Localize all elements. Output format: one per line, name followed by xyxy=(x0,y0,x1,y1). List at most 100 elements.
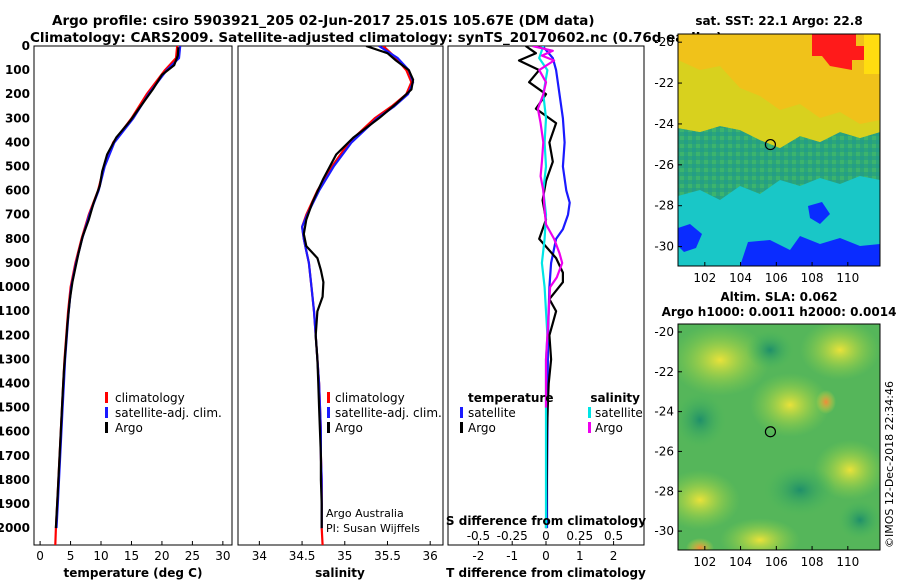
imos-timestamp: ©IMOS 12-Dec-2018 22:34:46 xyxy=(883,381,896,548)
difference-x-axis: -2 -1 0 1 2 xyxy=(472,541,617,563)
depth-tick-label: 1500 xyxy=(0,401,30,415)
depth-tick-label: 800 xyxy=(5,232,30,246)
depth-axis-labels: 0 100 200 300 400 500 600 700 800 900 1000 1100 1200… xyxy=(0,39,452,535)
x-tick-label: 0 xyxy=(36,549,44,563)
lat-tick-label: -22 xyxy=(654,76,674,90)
lon-tick-label: 106 xyxy=(765,555,788,569)
depth-tick-label: 200 xyxy=(5,87,30,101)
temperature-legend: climatology satellite-adj. clim. Argo xyxy=(105,391,222,435)
lon-tick-label: 104 xyxy=(729,555,752,569)
attribution-line-1: Argo Australia xyxy=(326,507,404,520)
x-tick-label: 25 xyxy=(185,549,200,563)
depth-tick-label: 1300 xyxy=(0,352,30,366)
lon-tick-label: 102 xyxy=(693,271,716,285)
salinity-panel: 34 34.5 35 35.5 36 salinity climatology sate… xyxy=(237,45,444,580)
legend-label-sal-argo: Argo xyxy=(595,421,623,435)
series-line-salinity-argo xyxy=(532,46,564,408)
argo-location-marker xyxy=(764,426,777,438)
argo-location-marker xyxy=(764,138,777,151)
temperature-panel: 0 5 10 15 20 25 30 temperature (deg C) climato… xyxy=(33,45,233,580)
x-tick-label: 30 xyxy=(215,549,230,563)
salinity-series xyxy=(301,46,415,545)
temperature-plot-frame xyxy=(33,45,233,546)
lon-tick-label: 104 xyxy=(729,271,752,285)
lat-tick-label: -20 xyxy=(654,325,674,339)
x-tick-label: 35.5 xyxy=(374,549,401,563)
sla-map-image xyxy=(678,324,880,550)
lat-tick-label: -26 xyxy=(654,444,674,458)
sst-map-axes: 102 104 106 108 110 -20 -22 -24 -26 -28 -30 xyxy=(654,35,859,285)
sst-warm-band-mid xyxy=(678,60,880,148)
sla-high-6 xyxy=(720,518,800,550)
sst-cold-patch xyxy=(808,202,830,224)
series-line-argo xyxy=(54,47,180,529)
x-tick-label: 1 xyxy=(576,549,584,563)
sla-map-frame xyxy=(677,323,881,551)
salinity-plot-frame xyxy=(237,45,444,546)
sst-cold-patch-west xyxy=(678,224,702,252)
sla-peak-1 xyxy=(816,390,836,414)
salinity-legend: climatology satellite-adj. clim. Argo xyxy=(327,391,442,435)
series-line-temperature-satellite xyxy=(541,46,571,529)
x2-tick-label: -0.5 xyxy=(467,529,490,543)
lon-tick-label: 108 xyxy=(801,555,824,569)
x-tick-label: 35 xyxy=(337,549,352,563)
depth-tick-label: 0 xyxy=(22,39,30,53)
legend-label-climatology: climatology xyxy=(115,391,185,405)
lat-tick-label: -24 xyxy=(654,405,674,419)
legend-swatch-temp-satellite xyxy=(460,407,463,418)
depth-tick-label: 2000 xyxy=(0,521,30,535)
temperature-x-label: temperature (deg C) xyxy=(64,566,203,580)
lat-tick-label: -28 xyxy=(654,484,674,498)
legend-label-climatology: climatology xyxy=(335,391,405,405)
x-tick-label: 34 xyxy=(252,549,267,563)
depth-tick-label: 1000 xyxy=(0,280,30,294)
title-line-2: Climatology: CARS2009. Satellite-adjuste… xyxy=(30,30,722,46)
depth-tick-label: 900 xyxy=(5,256,30,270)
lat-tick-label: -26 xyxy=(654,158,674,172)
sla-map-panel: Altim. SLA: 0.062 Argo h1000: 0.0011 h20… xyxy=(654,290,896,569)
legend-swatch-sal-satellite xyxy=(588,407,591,418)
series-line-temperature-argo xyxy=(517,46,565,529)
difference-series xyxy=(517,46,571,529)
legend-header-temperature: temperature xyxy=(468,391,553,405)
depth-tick-label: 500 xyxy=(5,160,30,174)
x-tick-label: 5 xyxy=(67,549,75,563)
sla-high-5 xyxy=(678,470,740,530)
lat-tick-label: -24 xyxy=(654,117,674,131)
difference-panel: -2 -1 0 1 2 T difference from climatology S … xyxy=(446,45,646,580)
difference-legend: temperature salinity satellite Argo sate… xyxy=(460,391,643,435)
lon-tick-label: 106 xyxy=(765,271,788,285)
x2-tick-label: -0.25 xyxy=(497,529,528,543)
sst-hot-patch xyxy=(812,34,864,70)
sst-map-image xyxy=(678,34,880,266)
lon-tick-label: 110 xyxy=(836,271,859,285)
legend-label-argo: Argo xyxy=(115,421,143,435)
x-tick-label: 2 xyxy=(610,549,618,563)
depth-tick-label: 1200 xyxy=(0,328,30,342)
lon-tick-label: 110 xyxy=(836,555,859,569)
depth-tick-label: 1400 xyxy=(0,376,30,390)
legend-label-argo: Argo xyxy=(335,421,363,435)
legend-swatch-sal-argo xyxy=(588,422,591,433)
sst-hot-patch-edge xyxy=(864,34,880,74)
sla-map-axes: 102 104 106 108 110 -20 -22 -24 -26 -28 -30 xyxy=(654,325,859,569)
lat-tick-label: -20 xyxy=(654,35,674,49)
legend-swatch-argo xyxy=(327,422,330,433)
sla-high-2 xyxy=(800,324,880,380)
x-tick-label: 34.5 xyxy=(289,549,316,563)
x-tick-label: 36 xyxy=(423,549,438,563)
depth-tick-label: 1800 xyxy=(0,473,30,487)
difference-x-label: T difference from climatology xyxy=(446,566,646,580)
lon-tick-label: 108 xyxy=(801,271,824,285)
salinity-difference-axis: -0.5 -0.25 0 0.25 0.5 xyxy=(467,529,623,543)
sst-map-panel: sat. SST: 22.1 Argo: 22.8 102 104 106 108 11… xyxy=(654,14,881,285)
salinity-x-axis: 34 34.5 35 35.5 36 xyxy=(252,541,438,563)
depth-tick-label: 1600 xyxy=(0,425,30,439)
temperature-series xyxy=(54,46,182,545)
sla-high-1 xyxy=(678,324,770,396)
x-tick-label: -1 xyxy=(506,549,518,563)
x-tick-label: 10 xyxy=(93,549,108,563)
attribution-line-2: PI: Susan Wijffels xyxy=(326,522,420,535)
